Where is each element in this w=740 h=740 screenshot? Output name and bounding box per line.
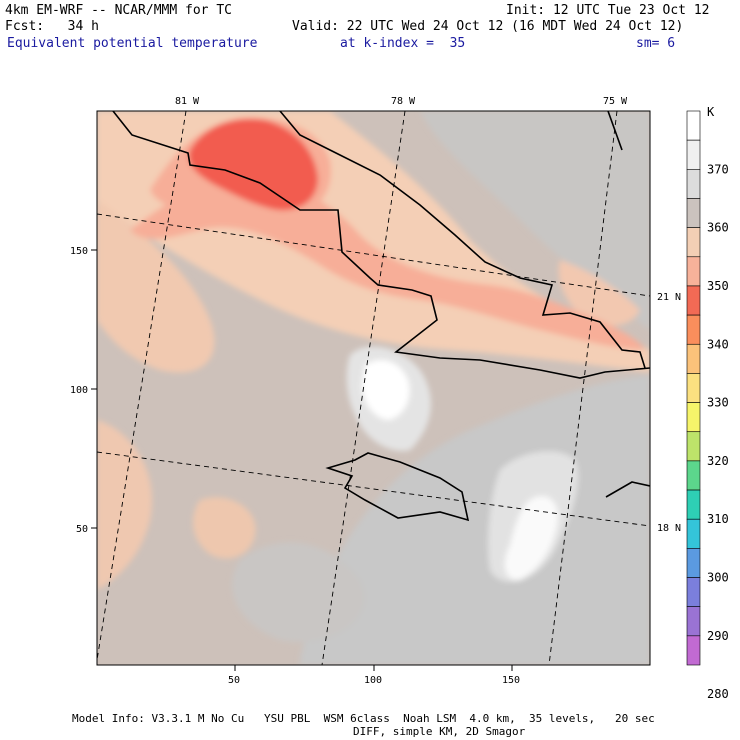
colorbar-swatch (686, 402, 701, 433)
lat-label-21n: 21 N (657, 292, 681, 303)
colorbar-swatch (686, 285, 701, 316)
level-info: at k-index = 35 (340, 36, 466, 51)
colorbar-swatch (686, 169, 701, 199)
x-tick-label: 50 (228, 675, 240, 686)
colorbar-label: 360 (707, 221, 729, 235)
colorbar-swatch (686, 256, 701, 287)
colorbar-label: 300 (707, 571, 729, 585)
y-tick-label: 50 (76, 524, 88, 535)
model-info: Model Info: V3.3.1 M No Cu YSU PBL WSM 6… (72, 712, 655, 725)
colorbar-label: 290 (707, 629, 729, 643)
colorbar-label: 340 (707, 337, 729, 351)
colorbar-label: 280 (707, 687, 729, 701)
colorbar-label: 330 (707, 396, 729, 410)
colorbar-swatch (686, 518, 701, 549)
colorbar-swatch (686, 606, 701, 637)
graticule (97, 111, 650, 665)
colorbar-swatch (686, 577, 701, 607)
colorbar-label: 350 (707, 279, 729, 293)
y-tick-label: 150 (70, 246, 88, 257)
model-title: 4km EM-WRF -- NCAR/MMM for TC (5, 3, 232, 18)
colorbar-swatch (686, 460, 701, 491)
colorbar-swatch (686, 548, 701, 578)
colorbar (686, 110, 701, 666)
y-tick-label: 100 (70, 385, 88, 396)
forecast-hour: Fcst: 34 h (5, 19, 99, 34)
lat-label-18n: 18 N (657, 523, 681, 534)
colorbar-label: 320 (707, 454, 729, 468)
field-name: Equivalent potential temperature (7, 36, 258, 51)
colorbar-swatch (686, 343, 701, 374)
valid-time: Valid: 22 UTC Wed 24 Oct 12 (16 MDT Wed … (292, 19, 684, 34)
x-tick-label: 150 (502, 675, 520, 686)
colorbar-swatch (686, 635, 701, 666)
lon-label-78w: 78 W (391, 96, 416, 107)
lon-label-75w: 75 W (603, 96, 628, 107)
colorbar-swatch (686, 227, 701, 258)
coastlines (112, 111, 650, 522)
map-area (97, 111, 650, 665)
colorbar-swatch (686, 373, 701, 403)
colorbar-swatch (686, 198, 701, 228)
colorbar-label: 310 (707, 512, 729, 526)
colorbar-swatch (686, 431, 701, 462)
smoothing-info: sm= 6 (636, 36, 676, 51)
colorbar-swatch (686, 314, 701, 345)
init-time: Init: 12 UTC Tue 23 Oct 12 (506, 3, 710, 18)
colorbar-unit: K (707, 105, 715, 119)
colorbar-swatch (686, 139, 701, 170)
colorbar-label: 370 (707, 162, 729, 176)
colorbar-swatch (686, 110, 701, 141)
colorbar-swatch (686, 489, 701, 520)
lon-label-81w: 81 W (175, 96, 200, 107)
model-info-line2: DIFF, simple KM, 2D Smagor (353, 725, 526, 738)
x-tick-label: 100 (364, 675, 382, 686)
